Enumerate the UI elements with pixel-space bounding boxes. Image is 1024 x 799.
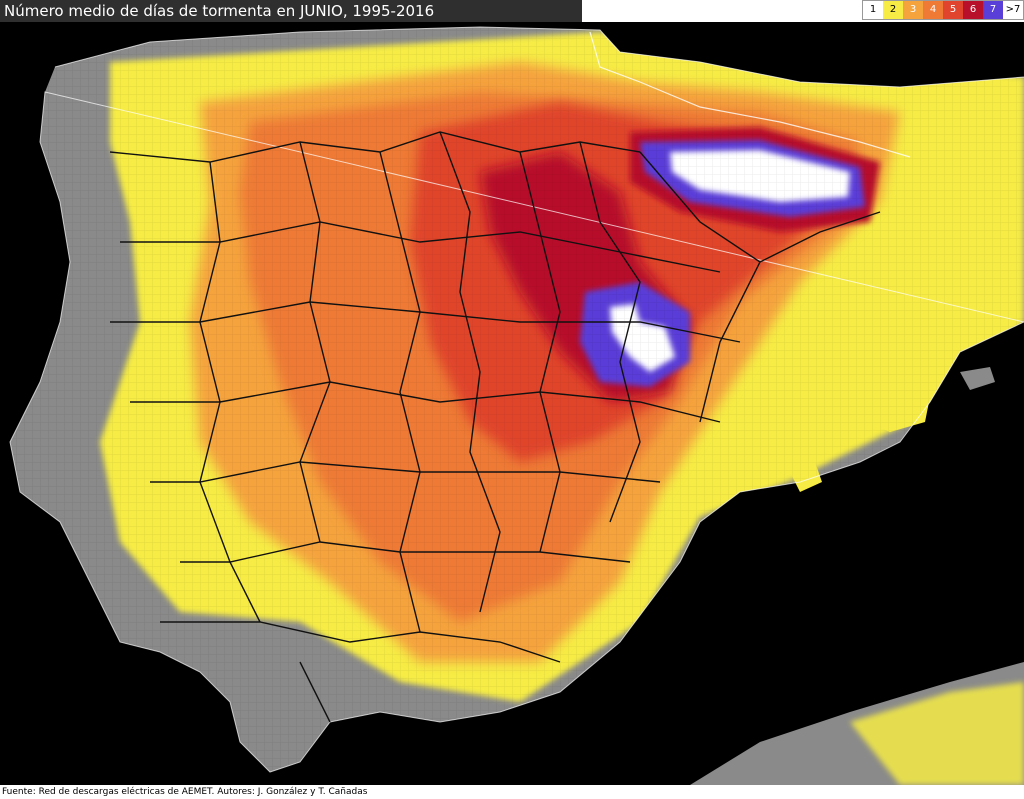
legend-swatch-2: 2 <box>883 1 903 19</box>
france-border <box>589 31 911 158</box>
source-footer: Fuente: Red de descargas eléctricas de A… <box>2 787 368 797</box>
legend-swatch-gt7: >7 <box>1003 1 1023 19</box>
legend-swatch-1: 1 <box>863 1 883 19</box>
legend: 1 2 3 4 5 6 7 >7 <box>862 0 1024 20</box>
province-borders <box>109 131 881 723</box>
legend-swatch-4: 4 <box>923 1 943 19</box>
africa-yellow <box>850 682 1024 785</box>
coastline <box>9 26 1024 773</box>
balearic-menorca <box>960 367 995 390</box>
map[interactable] <box>0 22 1024 785</box>
legend-swatch-5: 5 <box>943 1 963 19</box>
map-title: Número medio de días de tormenta en JUNI… <box>0 0 582 22</box>
legend-swatch-7: 7 <box>983 1 1003 19</box>
legend-swatch-6: 6 <box>963 1 983 19</box>
legend-swatch-3: 3 <box>903 1 923 19</box>
